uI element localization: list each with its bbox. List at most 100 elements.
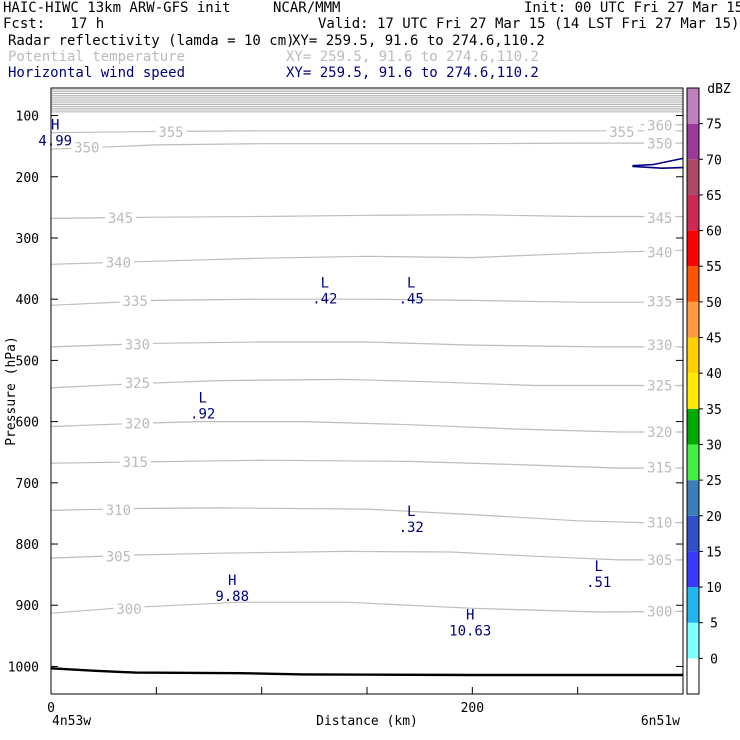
- theta-label-bg: [606, 124, 638, 141]
- colorbar-swatch: [687, 515, 699, 552]
- y-tick-label: 500: [16, 354, 39, 369]
- wind-extremum-mark: L: [198, 391, 206, 407]
- theta-label: 350: [74, 140, 99, 156]
- header-model: HAIC-HIWC 13km ARW-GFS init: [3, 0, 231, 16]
- wind-extremum-value: .51: [586, 575, 611, 591]
- wind-extremum-value: 10.63: [449, 623, 491, 639]
- field-xy-reflectivity: XY= 259.5, 91.6 to 274.6,110.2: [292, 33, 545, 49]
- colorbar-swatch: [687, 230, 699, 267]
- y-tick-label: 300: [16, 232, 39, 247]
- theta-contour-350: [50, 142, 683, 150]
- colorbar-swatch: [687, 480, 699, 516]
- theta-label-bg: [119, 293, 151, 310]
- theta-contour-335: [50, 298, 683, 306]
- colorbar-swatch: [687, 444, 699, 481]
- wind-extremum-value: 9.88: [215, 589, 249, 605]
- y-tick-label: 200: [16, 171, 39, 186]
- theta-label-bg: [121, 415, 153, 432]
- theta-label-bg: [644, 551, 676, 568]
- wind-extremum-mark: L: [595, 559, 603, 575]
- plot-area: 300 305 310 315 320 325 330 335 340 345 350 355 355 3…: [38, 89, 684, 677]
- theta-contour-300: [50, 601, 684, 614]
- wind-extremum-mark: L: [321, 276, 329, 292]
- field-name-theta: Potential temperature: [8, 49, 186, 65]
- theta-label-bg: [121, 336, 153, 353]
- colorbar-level-label: 55: [706, 260, 722, 275]
- colorbar-swatch: [687, 266, 699, 302]
- y-tick-label: 100: [16, 110, 39, 125]
- theta-contour-305: [50, 550, 683, 561]
- theta-label-bg: [644, 514, 676, 531]
- theta-label-bg: [644, 424, 676, 441]
- theta-label-bg: [644, 135, 676, 152]
- theta-label-bg: [644, 293, 676, 310]
- colorbar-swatch: [687, 123, 699, 160]
- theta-contour-330: [50, 341, 683, 348]
- colorbar-swatch: [687, 159, 699, 195]
- y-tick-label: 900: [16, 599, 39, 614]
- theta-label-bg: [71, 139, 103, 156]
- y-axis-label: Pressure (hPa): [4, 336, 19, 446]
- theta-label-bg: [644, 209, 676, 226]
- theta-label: 325: [647, 378, 672, 394]
- wind-extremum-value: .45: [399, 292, 424, 308]
- theta-label: 310: [647, 516, 672, 532]
- colorbar-level-label: 5: [710, 617, 718, 632]
- theta-label: 305: [106, 549, 131, 565]
- field-name-reflectivity: Radar reflectivity (lamda = 10 cm): [8, 33, 295, 49]
- theta-label: 300: [647, 604, 672, 620]
- theta-label: 315: [123, 455, 148, 471]
- wind-extremum-mark: H: [228, 573, 236, 589]
- y-tick-label: 800: [16, 538, 39, 553]
- theta-label: 310: [106, 503, 131, 519]
- x-tick-label: 200: [461, 701, 484, 716]
- wind-extremum-mark: L: [407, 504, 415, 520]
- theta-label: 320: [647, 425, 672, 441]
- theta-label-bg: [102, 501, 134, 518]
- theta-label: 335: [123, 294, 148, 310]
- colorbar-frame: [686, 87, 700, 695]
- theta-label: 335: [647, 295, 672, 311]
- theta-label: 345: [647, 211, 672, 227]
- theta-label-bg: [119, 454, 151, 471]
- theta-label-bg: [102, 254, 134, 271]
- theta-label-bg: [155, 124, 187, 141]
- theta-label-bg: [644, 337, 676, 354]
- theta-label: 330: [647, 338, 672, 354]
- field-xy-wind: XY= 259.5, 91.6 to 274.6,110.2: [286, 65, 539, 81]
- wind-extremum-value: .32: [399, 520, 424, 536]
- theta-label-bg: [644, 117, 676, 134]
- theta-label-bg: [644, 459, 676, 476]
- theta-contour-355: [50, 130, 683, 134]
- colorbar-level-label: 70: [706, 153, 722, 168]
- theta-label-bg: [105, 209, 137, 226]
- field-name-wind: Horizontal wind speed: [8, 65, 186, 81]
- colorbar-level-label: 60: [706, 225, 722, 240]
- colorbar-swatch: [687, 551, 699, 588]
- theta-label: 305: [647, 553, 672, 569]
- colorbar-level-label: 25: [706, 474, 722, 489]
- colorbar-swatch: [687, 373, 699, 409]
- colorbar-swatch: [687, 658, 699, 694]
- wind-extremum-value: .92: [190, 407, 215, 423]
- wind-extremum-value: 4.99: [38, 134, 72, 150]
- theta-label-bg: [102, 548, 134, 565]
- header-org: NCAR/MMM: [273, 0, 341, 16]
- y-tick-label: 700: [16, 477, 39, 492]
- y-tick-label: 600: [16, 416, 39, 431]
- colorbar: 0 5 10 15 20 25 30 35 40 45 50 55 60 65 70 75 dBZ: [686, 82, 731, 695]
- colorbar-level-label: 35: [706, 403, 722, 418]
- wind-contour: [632, 165, 684, 170]
- theta-label: 360: [647, 118, 672, 134]
- colorbar-level-label: 15: [706, 545, 722, 560]
- theta-label-bg: [113, 600, 145, 617]
- wind-contour: [632, 157, 684, 167]
- colorbar-level-label: 75: [706, 118, 722, 133]
- colorbar-swatch: [687, 301, 699, 338]
- theta-label: 300: [116, 602, 141, 618]
- theta-label: 355: [158, 125, 183, 141]
- wind-extremum-mark: H: [466, 607, 474, 623]
- wind-extremum-value: .42: [312, 292, 337, 308]
- wind-extremum-mark: L: [407, 276, 415, 292]
